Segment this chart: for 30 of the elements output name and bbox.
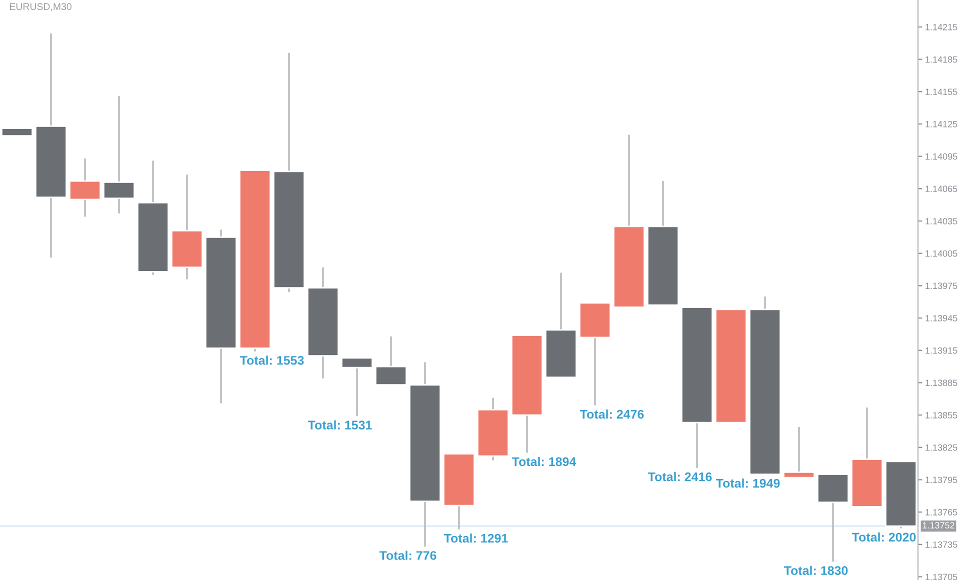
annotation: Total: 776 — [379, 550, 436, 560]
annotation: Total: 2416 — [648, 472, 712, 482]
y-tick-label: 1.14005 — [926, 250, 958, 257]
y-tick-label: 1.13855 — [926, 412, 958, 418]
y-tick-label: 1.13795 — [926, 476, 958, 484]
annotation: Total: 1531 — [308, 420, 372, 430]
y-tick-label: 1.13915 — [926, 347, 958, 354]
y-tick-label: 1.13885 — [926, 380, 958, 386]
y-tick-label: 1.14065 — [926, 186, 958, 192]
y-tick-label: 1.13705 — [926, 574, 958, 580]
y-tick-label: 1.14215 — [926, 24, 958, 30]
y-tick-label: 1.14035 — [926, 218, 958, 224]
annotation: Total: 2476 — [580, 410, 644, 419]
annotation: Total: 1830 — [784, 566, 848, 576]
y-tick-label: 1.14095 — [926, 153, 958, 160]
y-tick-label: 1.13765 — [926, 509, 958, 516]
chart-title: EURUSD,M30 — [10, 3, 72, 12]
annotation: Total: 1949 — [716, 478, 780, 488]
annotation: Total: 1553 — [240, 356, 304, 365]
annotation: Total: 1894 — [512, 456, 576, 466]
annotation: Total: 1291 — [444, 533, 508, 543]
y-tick-label: 1.14185 — [926, 56, 958, 63]
ref-line-label: 1.13752 — [922, 522, 954, 529]
y-tick-label: 1.13975 — [926, 282, 958, 290]
y-tick-label: 1.14155 — [926, 88, 958, 95]
y-tick-label: 1.14125 — [926, 120, 958, 128]
y-tick-label: 1.13735 — [926, 541, 958, 548]
y-tick-label: 1.13945 — [926, 314, 958, 322]
y-tick-label: 1.13825 — [926, 444, 958, 451]
annotation: Total: 2020 — [852, 532, 916, 542]
